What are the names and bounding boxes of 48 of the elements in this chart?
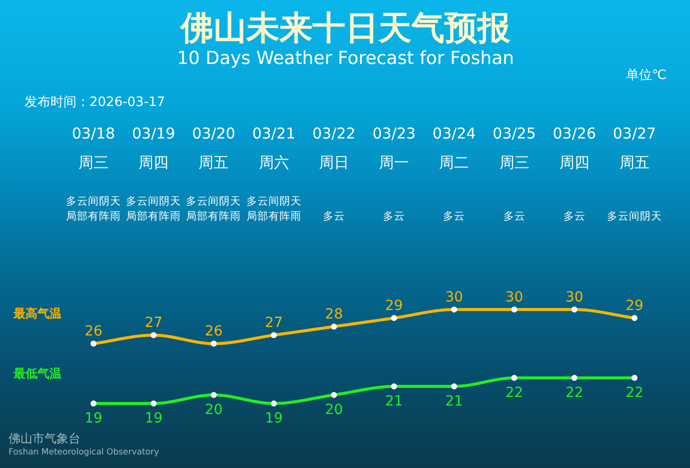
text: 发布时间：2026-03-17 [24,95,166,110]
data-label: 28 [325,306,343,323]
x-tick-label: 03/24 周二 [432,124,476,172]
data-label: 26 [84,324,102,340]
text: 多云 [443,210,466,222]
text: 多云 [503,210,526,222]
data-label: 19 [84,410,102,426]
x-tick-label: 03/18 周三 [72,124,116,172]
text: 佛山市气象台 [8,432,80,446]
data-label: 26 [204,324,223,340]
text: 多云间阴天局部有阵雨 [246,196,302,222]
text: Foshan Meteorological Observatory [8,448,160,458]
x-tick-label: 03/22 周日 [312,124,356,172]
data-label: 20 [325,402,343,418]
x-tick-label: 03/25 周三 [492,124,536,172]
data-label: 30 [565,290,584,306]
data-label: 29 [626,298,644,314]
text: 最低气温 [12,366,62,380]
data-label: 27 [144,315,163,332]
text: 多云间阴天局部有阵雨 [66,196,121,222]
text: 多云 [383,210,406,222]
x-tick-label: 03/20 周五 [192,124,236,172]
chart-title: 佛山未来十日天气预报 [180,8,512,47]
chart-subtitle: 10 Days Weather Forecast for Foshan [176,48,514,69]
text: 最高气温 [12,306,62,321]
data-label: 22 [505,384,524,401]
x-tick-label: 03/23 周一 [372,124,416,172]
data-label: 30 [445,290,464,306]
text: 多云 [563,210,586,222]
text: 多云 [322,210,345,222]
data-label: 22 [626,384,644,401]
data-label: 21 [385,393,403,410]
data-label: 30 [505,290,524,306]
data-label: 20 [204,402,223,418]
text: 单位℃ [626,68,667,83]
data-label: 19 [144,410,163,426]
x-tick-label: 03/19 周四 [132,124,176,172]
text: 多云间阴天局部有阵雨 [186,196,242,222]
x-tick-label: 03/26 周四 [552,124,596,172]
text: 多云间阴天局部有阵雨 [126,196,182,222]
x-tick-label: 03/27 周五 [612,124,656,172]
x-tick-label: 03/21 周六 [252,124,296,172]
data-label: 27 [264,315,283,332]
text: 多云间阴天 [607,210,662,222]
data-label: 29 [385,298,403,314]
data-label: 21 [445,393,464,410]
data-label: 19 [264,410,283,426]
data-label: 22 [565,384,584,401]
